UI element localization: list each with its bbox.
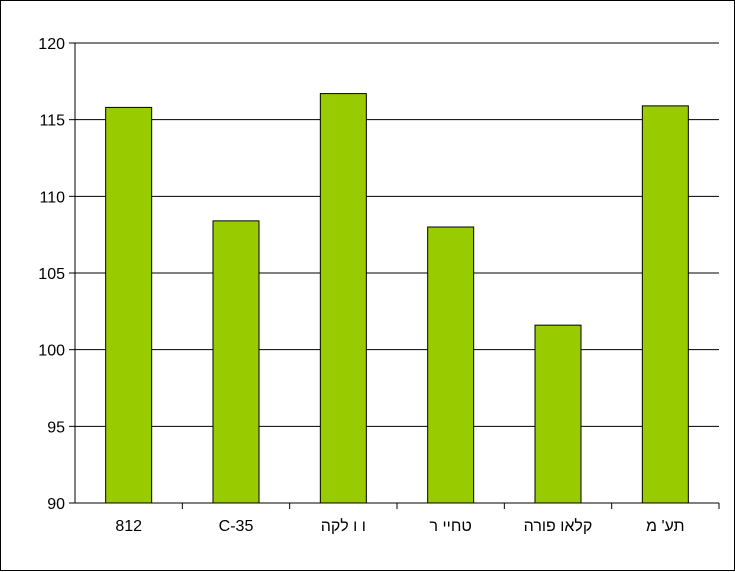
- x-tick-label: תע' מ: [646, 518, 685, 535]
- bar-0: [105, 106, 153, 504]
- bar-3: [427, 226, 475, 504]
- x-tick-label: קלאו פורה: [524, 517, 593, 535]
- y-tick-label: 110: [39, 189, 65, 206]
- bar-2: [319, 93, 367, 504]
- bar-5: [641, 105, 689, 504]
- x-tick-label: C-35: [219, 518, 254, 535]
- bars: [105, 93, 720, 509]
- gridlines: [69, 42, 719, 504]
- axes: [74, 43, 719, 504]
- x-tick-label: טחיי ר: [430, 518, 472, 535]
- x-tick-labels: 812 C-35 ו ו לקה טחיי ר קלאו פורה תע' מ: [115, 517, 684, 535]
- x-tick-label: ו ו לקה: [321, 517, 366, 535]
- bar-1: [212, 220, 260, 504]
- y-tick-label: 90: [47, 496, 65, 513]
- y-tick-label: 105: [38, 266, 65, 283]
- y-tick-label: 115: [39, 113, 65, 130]
- x-tick-label: 812: [115, 518, 142, 535]
- y-tick-label: 95: [47, 419, 65, 436]
- bar-4: [534, 324, 582, 504]
- y-tick-label: 100: [38, 343, 65, 360]
- y-tick-label: 120: [38, 36, 65, 53]
- y-tick-labels: 90 95 100 105 110 115 120: [38, 36, 65, 513]
